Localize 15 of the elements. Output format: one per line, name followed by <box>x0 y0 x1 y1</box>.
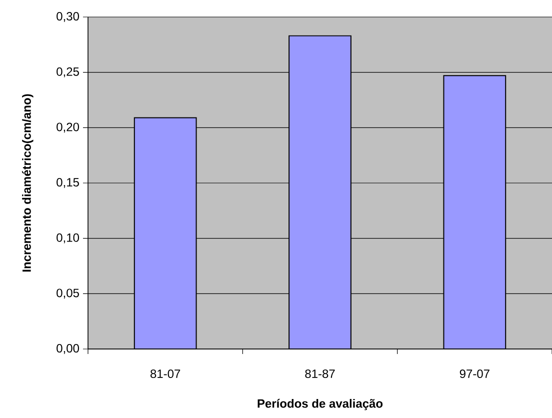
y-axis-title: Incremento diamétrico(cm/ano) <box>22 94 34 272</box>
y-tick-label: 0,05 <box>56 288 79 299</box>
y-tick-label: 0,25 <box>56 67 79 78</box>
x-tick-label: 97-07 <box>460 370 490 378</box>
y-tick-label: 0,30 <box>56 12 80 22</box>
bar <box>134 117 197 349</box>
bar <box>443 75 506 349</box>
y-tick-label: 0,10 <box>56 233 80 244</box>
y-tick-label: 0,20 <box>56 122 80 133</box>
x-tick-label: 81-07 <box>150 370 180 378</box>
x-axis-title: Períodos de avaliação <box>258 398 383 410</box>
bar <box>288 35 352 349</box>
y-tick-label: 0,15 <box>56 178 79 188</box>
y-tick-label: 0,00 <box>56 344 80 354</box>
x-tick-label: 81-87 <box>305 370 335 378</box>
